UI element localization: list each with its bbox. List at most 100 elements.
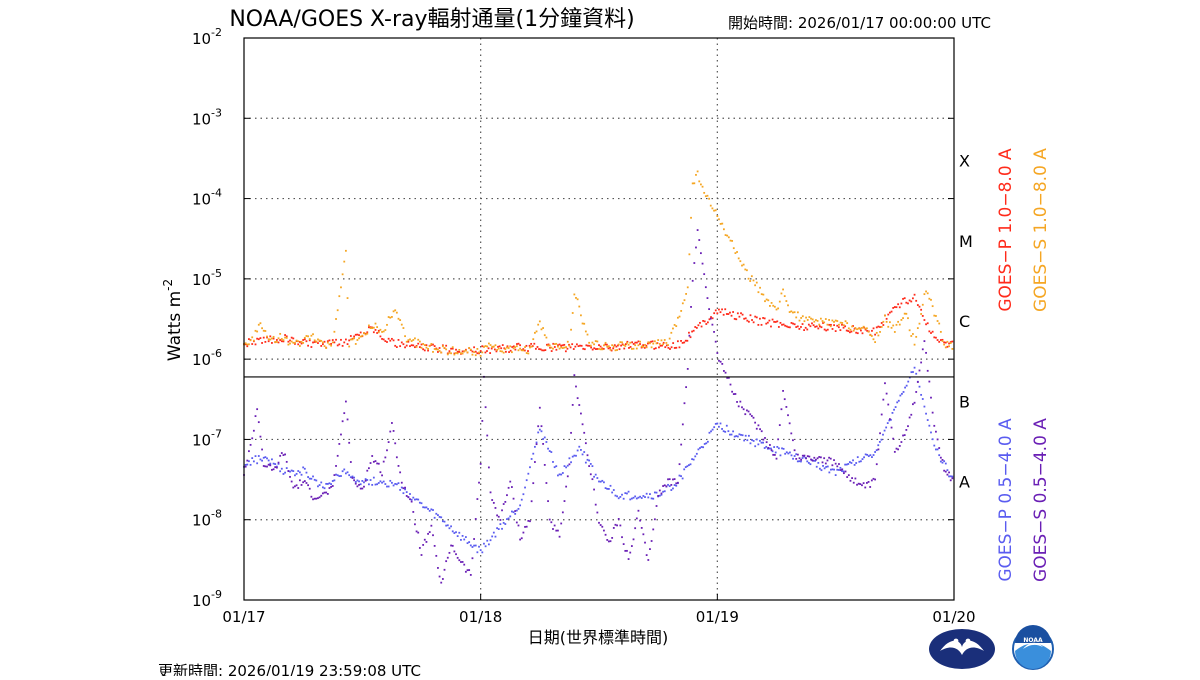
data-point bbox=[632, 496, 635, 499]
data-point bbox=[798, 328, 801, 330]
data-point bbox=[519, 538, 522, 541]
data-point bbox=[872, 477, 875, 480]
data-point bbox=[376, 326, 379, 329]
data-point bbox=[672, 327, 674, 330]
data-point bbox=[688, 331, 690, 334]
data-point bbox=[939, 330, 942, 333]
data-point bbox=[257, 323, 260, 326]
data-point bbox=[721, 362, 724, 365]
data-point bbox=[759, 428, 761, 431]
data-point bbox=[354, 482, 357, 485]
data-point bbox=[685, 386, 688, 389]
data-point bbox=[574, 345, 577, 348]
data-point bbox=[294, 341, 296, 344]
data-point bbox=[321, 486, 324, 489]
data-point bbox=[864, 327, 867, 330]
data-point bbox=[519, 504, 522, 507]
data-point bbox=[770, 302, 773, 304]
data-point bbox=[346, 418, 349, 421]
data-point bbox=[593, 347, 596, 350]
data-point bbox=[706, 297, 709, 299]
data-point bbox=[665, 344, 668, 347]
data-point bbox=[335, 473, 337, 476]
data-point bbox=[928, 380, 931, 383]
data-point bbox=[676, 340, 679, 343]
data-point bbox=[680, 443, 683, 446]
data-point bbox=[560, 522, 563, 525]
data-point bbox=[601, 525, 604, 528]
flare-class-C: C bbox=[959, 312, 970, 331]
data-point bbox=[746, 269, 748, 272]
data-point bbox=[552, 347, 554, 350]
data-point bbox=[716, 352, 719, 354]
data-point bbox=[338, 475, 341, 478]
data-point bbox=[257, 455, 260, 457]
data-point bbox=[735, 435, 738, 437]
data-point bbox=[473, 538, 475, 540]
data-point bbox=[506, 345, 509, 348]
data-point bbox=[588, 459, 591, 462]
data-point bbox=[606, 487, 609, 490]
data-point bbox=[464, 349, 467, 352]
data-point bbox=[318, 496, 321, 499]
data-point bbox=[248, 450, 250, 453]
data-point bbox=[328, 482, 331, 485]
data-point bbox=[336, 309, 339, 312]
data-point bbox=[510, 486, 513, 488]
data-point bbox=[394, 483, 397, 485]
data-point bbox=[418, 340, 421, 343]
data-point bbox=[303, 467, 306, 470]
data-point bbox=[833, 321, 835, 323]
data-point bbox=[858, 460, 861, 463]
data-point bbox=[905, 384, 908, 387]
y-tick-label: 10-7 bbox=[192, 427, 222, 449]
data-point bbox=[514, 510, 517, 512]
data-point bbox=[787, 326, 790, 329]
data-point bbox=[716, 312, 719, 315]
data-point bbox=[501, 527, 503, 530]
data-point bbox=[312, 341, 314, 344]
data-point bbox=[809, 325, 812, 328]
data-point bbox=[639, 340, 641, 343]
data-point bbox=[422, 506, 425, 509]
data-point bbox=[369, 462, 372, 464]
data-point bbox=[781, 323, 783, 326]
data-point bbox=[803, 329, 806, 332]
data-point bbox=[767, 447, 770, 449]
data-point bbox=[607, 540, 610, 543]
data-point bbox=[570, 461, 572, 464]
data-series bbox=[243, 170, 954, 584]
data-point bbox=[487, 466, 490, 469]
data-point bbox=[867, 330, 870, 333]
data-point bbox=[580, 412, 582, 415]
data-point bbox=[886, 422, 889, 424]
data-point bbox=[386, 323, 388, 326]
data-point bbox=[621, 343, 624, 346]
data-point bbox=[287, 470, 290, 472]
data-point bbox=[844, 325, 847, 328]
data-point bbox=[399, 345, 402, 348]
data-point bbox=[271, 342, 273, 344]
data-point bbox=[920, 361, 923, 364]
data-point bbox=[640, 345, 643, 348]
data-point bbox=[823, 457, 826, 460]
data-point bbox=[524, 346, 526, 349]
data-point bbox=[606, 539, 609, 541]
data-point bbox=[667, 483, 669, 486]
data-point bbox=[928, 424, 931, 427]
data-point bbox=[340, 338, 342, 341]
data-point bbox=[300, 340, 303, 343]
data-point bbox=[788, 311, 791, 313]
data-point bbox=[440, 516, 443, 519]
data-point bbox=[784, 452, 787, 455]
data-point bbox=[626, 549, 628, 552]
data-point bbox=[719, 422, 722, 425]
data-point bbox=[525, 479, 528, 482]
data-point bbox=[538, 406, 541, 409]
data-point bbox=[673, 347, 676, 349]
data-point bbox=[576, 298, 579, 301]
data-point bbox=[307, 484, 309, 487]
data-point bbox=[400, 323, 403, 326]
data-point bbox=[422, 544, 425, 546]
data-point bbox=[611, 537, 614, 539]
